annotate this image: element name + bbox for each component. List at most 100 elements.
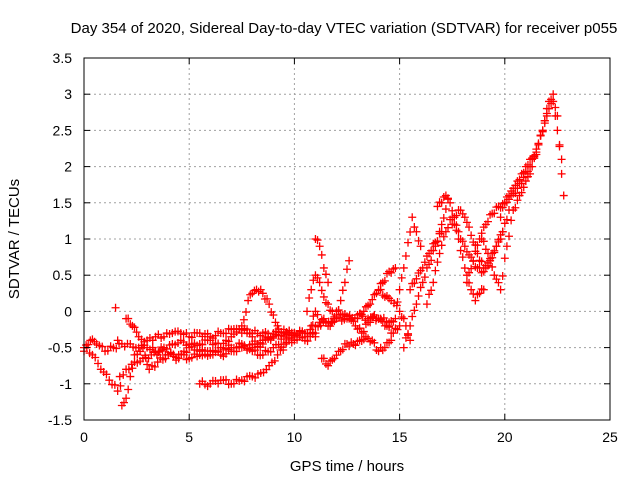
series-track-q — [406, 227, 446, 294]
data-point — [391, 314, 400, 323]
data-point — [519, 168, 528, 177]
data-point — [174, 354, 183, 363]
data-point — [153, 358, 162, 367]
data-point — [380, 343, 389, 352]
data-point — [124, 314, 133, 323]
data-point — [437, 220, 446, 229]
data-point — [378, 278, 387, 287]
data-point — [315, 242, 324, 251]
data-point — [376, 285, 385, 294]
data-point — [113, 387, 122, 396]
data-point — [140, 337, 149, 346]
data-point — [454, 235, 463, 243]
data-point — [538, 126, 547, 135]
data-point — [246, 290, 255, 299]
data-point — [462, 278, 471, 287]
data-point — [321, 298, 330, 307]
data-point — [242, 308, 251, 317]
data-point — [317, 286, 326, 295]
data-point — [544, 104, 553, 113]
series-track-m — [353, 263, 400, 323]
data-point — [452, 226, 461, 235]
data-point — [187, 340, 196, 349]
series-track-t — [448, 206, 514, 273]
data-point — [313, 236, 322, 245]
data-point — [154, 348, 163, 357]
data-point — [265, 300, 274, 309]
data-point — [113, 336, 122, 345]
data-point — [359, 307, 368, 316]
data-point — [319, 263, 328, 272]
data-point — [414, 236, 423, 245]
data-point — [404, 238, 413, 247]
data-point — [433, 258, 442, 267]
data-point — [248, 332, 257, 341]
data-point — [279, 345, 288, 354]
data-point — [357, 329, 366, 338]
data-point — [240, 341, 249, 350]
data-point — [338, 286, 347, 295]
data-point — [425, 290, 434, 299]
data-point — [311, 235, 320, 243]
data-point — [530, 151, 539, 160]
chart-title: Day 354 of 2020, Sidereal Day-to-day VTE… — [71, 20, 618, 37]
y-axis-label: SDTVAR / TECUs — [6, 179, 23, 299]
data-point — [479, 237, 488, 246]
data-point — [448, 220, 457, 229]
data-point — [429, 278, 438, 287]
data-point — [511, 203, 520, 212]
data-point — [229, 330, 238, 339]
data-point — [319, 314, 328, 323]
data-point — [378, 317, 387, 326]
data-point — [281, 339, 290, 348]
x-tick-label: 10 — [287, 429, 303, 445]
data-point — [521, 177, 530, 186]
data-point — [119, 370, 128, 379]
data-point — [471, 296, 480, 305]
data-point — [399, 343, 408, 352]
data-point — [198, 345, 207, 354]
data-point — [244, 296, 253, 305]
data-point — [496, 285, 505, 294]
data-point — [553, 126, 562, 135]
data-point — [303, 307, 312, 316]
data-point — [206, 336, 215, 345]
data-point — [498, 203, 507, 212]
data-point — [521, 162, 530, 171]
data-point — [433, 237, 442, 246]
data-point — [523, 160, 532, 169]
y-tick-label: 1.5 — [53, 195, 73, 211]
data-point — [269, 311, 278, 320]
data-point — [128, 364, 137, 373]
data-point — [425, 260, 434, 269]
data-point — [486, 210, 495, 219]
data-point — [366, 318, 375, 327]
data-point — [422, 300, 431, 309]
data-point — [364, 301, 373, 310]
data-point — [270, 356, 279, 365]
data-point — [116, 381, 125, 390]
data-point — [187, 333, 196, 342]
data-point — [502, 242, 511, 251]
data-point — [256, 285, 265, 294]
data-point — [399, 263, 408, 272]
y-tick-label: 2 — [64, 159, 72, 175]
data-point — [330, 317, 339, 326]
data-point — [460, 213, 469, 222]
data-point — [483, 249, 492, 258]
data-marks — [80, 90, 568, 410]
data-point — [239, 315, 248, 324]
data-point — [319, 354, 328, 363]
data-point — [412, 300, 421, 309]
data-point — [126, 372, 135, 381]
data-point — [526, 169, 535, 178]
data-point — [143, 360, 152, 369]
data-point — [313, 310, 322, 319]
plot-frame — [83, 57, 611, 421]
data-point — [498, 271, 507, 280]
data-point — [467, 264, 476, 273]
data-point — [462, 218, 471, 227]
data-point — [517, 188, 526, 197]
data-point — [467, 231, 476, 240]
data-point — [237, 321, 246, 330]
